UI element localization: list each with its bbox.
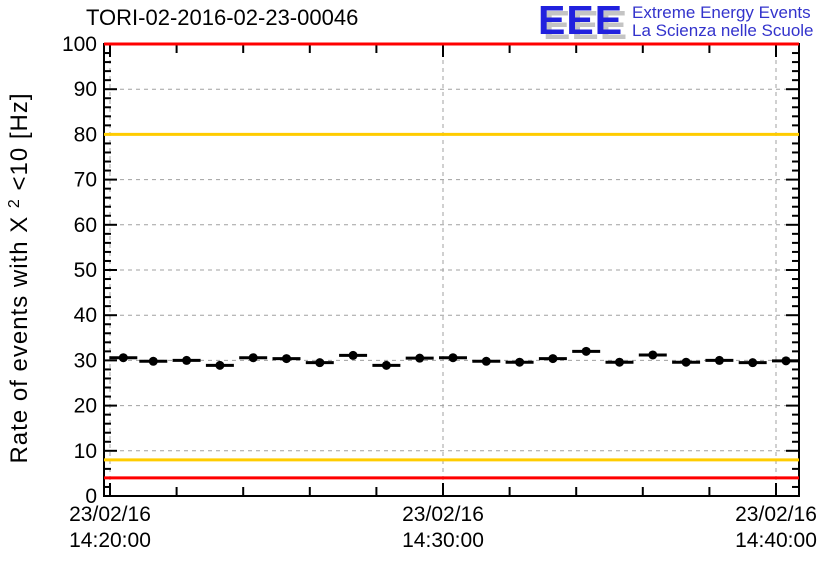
data-point-marker (614, 357, 624, 367)
y-tick-label: 60 (74, 214, 97, 237)
data-point-marker (248, 353, 258, 363)
eee-logo-acronym: EEE (538, 0, 624, 43)
plot-title: TORI-02-2016-02-23-00046 (86, 5, 359, 30)
y-tick-label: 30 (74, 349, 97, 372)
y-axis-title-prefix: Rate of events with X (6, 216, 33, 464)
x-tick-time-label: 14:30:00 (402, 529, 484, 552)
data-point-marker (215, 360, 225, 370)
data-point-marker (714, 355, 724, 365)
data-point-marker (548, 354, 558, 364)
data-point-marker (148, 356, 158, 366)
y-tick-label: 0 (85, 485, 97, 508)
x-tick-date-label: 23/02/16 (402, 503, 484, 526)
data-point-marker (748, 358, 758, 368)
y-tick-label: 100 (62, 33, 97, 56)
label-layer: 0 10 20 30 40 50 60 70 80 90 100 23/02/16 14:20:00 23… (62, 33, 817, 552)
y-tick-label: 40 (74, 304, 97, 327)
data-point-marker (315, 358, 325, 368)
eee-logo-line2: La Scienza nelle Scuole (632, 21, 814, 40)
data-point-marker (781, 356, 791, 366)
data-point-marker (348, 350, 358, 360)
data-point-marker (681, 357, 691, 367)
eee-logo-text: Extreme Energy Events La Scienza nelle S… (632, 4, 813, 40)
eee-logo: EEE Extreme Energy Events La Scienza nel… (538, 0, 814, 43)
data-series-layer (109, 346, 800, 370)
x-tick-time-label: 14:40:00 (735, 529, 817, 552)
data-point-marker (448, 353, 458, 363)
y-axis-title-suffix: <10 [Hz] (6, 92, 33, 190)
data-point-marker (281, 354, 291, 364)
y-tick-label: 70 (74, 169, 97, 192)
eee-logo-line1: Extreme Energy Events (632, 3, 811, 22)
data-point-marker (648, 350, 658, 360)
data-point-marker (581, 346, 591, 356)
y-axis-title-superscript: 2 (6, 198, 23, 208)
y-tick-label: 10 (74, 440, 97, 463)
data-point-marker (481, 356, 491, 366)
y-tick-label: 20 (74, 395, 97, 418)
y-axis-title: Rate of events with X 2 <10 [Hz] (0, 92, 33, 463)
data-point-marker (182, 355, 192, 365)
data-point-marker (415, 353, 425, 363)
y-tick-label: 90 (74, 78, 97, 101)
y-tick-label: 80 (74, 123, 97, 146)
data-point-marker (118, 353, 128, 363)
x-tick-date-label: 23/02/16 (735, 503, 817, 526)
data-point-marker (515, 357, 525, 367)
x-tick-time-label: 14:20:00 (69, 529, 151, 552)
threshold-layer (104, 42, 799, 480)
y-tick-label: 50 (74, 259, 97, 282)
grid-layer (104, 44, 799, 496)
x-tick-date-label: 23/02/16 (69, 503, 151, 526)
data-point-marker (381, 360, 391, 370)
